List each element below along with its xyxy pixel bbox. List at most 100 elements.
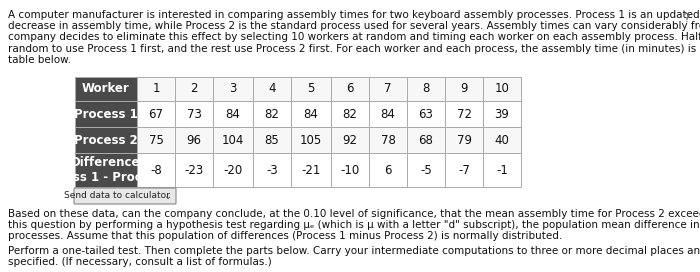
- Text: ⌄: ⌄: [164, 191, 172, 201]
- Text: 7: 7: [384, 82, 392, 95]
- Bar: [483, 77, 521, 101]
- Text: 105: 105: [300, 134, 322, 147]
- Bar: [291, 101, 331, 127]
- Bar: [175, 77, 213, 101]
- Bar: [137, 127, 175, 153]
- Text: specified. (If necessary, consult a list of formulas.): specified. (If necessary, consult a list…: [8, 257, 272, 267]
- Bar: [253, 101, 291, 127]
- FancyBboxPatch shape: [74, 188, 176, 204]
- Bar: [483, 127, 521, 153]
- Bar: [331, 101, 369, 127]
- Bar: [213, 127, 253, 153]
- Text: Worker: Worker: [82, 82, 130, 95]
- Bar: [369, 153, 407, 187]
- Text: 9: 9: [461, 82, 468, 95]
- Text: 85: 85: [265, 134, 279, 147]
- Text: processes. Assume that this population of differences (Process 1 minus Process 2: processes. Assume that this population o…: [8, 231, 562, 242]
- Text: ?: ?: [683, 12, 690, 25]
- Bar: [331, 153, 369, 187]
- Text: Based on these data, can the company conclude, at the 0.10 level of significance: Based on these data, can the company con…: [8, 209, 700, 219]
- Bar: [253, 153, 291, 187]
- Text: table below.: table below.: [8, 55, 71, 65]
- Text: -8: -8: [150, 163, 162, 177]
- Bar: [369, 127, 407, 153]
- Text: -5: -5: [420, 163, 432, 177]
- Text: 8: 8: [422, 82, 430, 95]
- Text: 1: 1: [153, 82, 160, 95]
- Bar: [291, 153, 331, 187]
- Text: A computer manufacturer is interested in comparing assembly times for two keyboa: A computer manufacturer is interested in…: [8, 10, 700, 20]
- Text: 82: 82: [265, 107, 279, 120]
- Text: Process 2: Process 2: [74, 134, 138, 147]
- Text: 92: 92: [342, 134, 358, 147]
- Text: 6: 6: [384, 163, 392, 177]
- Text: 6: 6: [346, 82, 354, 95]
- Bar: [369, 77, 407, 101]
- Text: this question by performing a hypothesis test regarding μₑ (which is μ with a le: this question by performing a hypothesis…: [8, 220, 700, 230]
- Bar: [483, 153, 521, 187]
- Bar: [137, 101, 175, 127]
- Text: 63: 63: [419, 107, 433, 120]
- Bar: [253, 77, 291, 101]
- Text: -10: -10: [340, 163, 360, 177]
- Text: 75: 75: [148, 134, 163, 147]
- Text: -7: -7: [458, 163, 470, 177]
- Text: Perform a one-tailed test. Then complete the parts below. Carry your intermediat: Perform a one-tailed test. Then complete…: [8, 246, 700, 256]
- Text: 84: 84: [304, 107, 318, 120]
- Bar: [75, 153, 137, 187]
- Bar: [445, 77, 483, 101]
- Text: 104: 104: [222, 134, 244, 147]
- Text: Process 1: Process 1: [74, 107, 138, 120]
- Text: 84: 84: [381, 107, 395, 120]
- Text: 5: 5: [307, 82, 315, 95]
- Bar: [291, 77, 331, 101]
- Bar: [445, 101, 483, 127]
- Text: 73: 73: [187, 107, 202, 120]
- Bar: [137, 153, 175, 187]
- Text: 84: 84: [225, 107, 240, 120]
- Text: 96: 96: [186, 134, 202, 147]
- Bar: [445, 153, 483, 187]
- Bar: [407, 127, 445, 153]
- Bar: [75, 127, 137, 153]
- Text: 78: 78: [381, 134, 395, 147]
- Bar: [137, 77, 175, 101]
- Text: 39: 39: [495, 107, 510, 120]
- Bar: [213, 77, 253, 101]
- Bar: [75, 101, 137, 127]
- Text: random to use Process 1 first, and the rest use Process 2 first. For each worker: random to use Process 1 first, and the r…: [8, 44, 700, 54]
- Text: 3: 3: [230, 82, 237, 95]
- Bar: [75, 77, 137, 101]
- Bar: [369, 101, 407, 127]
- Bar: [175, 127, 213, 153]
- Text: -3: -3: [266, 163, 278, 177]
- Bar: [253, 127, 291, 153]
- Text: 72: 72: [456, 107, 472, 120]
- Bar: [483, 101, 521, 127]
- Text: Send data to calculator: Send data to calculator: [64, 191, 170, 200]
- Text: 40: 40: [495, 134, 510, 147]
- Bar: [445, 127, 483, 153]
- Text: Difference
(Process 1 - Process 2): Difference (Process 1 - Process 2): [30, 156, 182, 184]
- Text: -23: -23: [184, 163, 204, 177]
- Text: -21: -21: [301, 163, 321, 177]
- Text: 10: 10: [495, 82, 510, 95]
- Text: 82: 82: [342, 107, 358, 120]
- Text: 2: 2: [190, 82, 197, 95]
- Bar: [407, 77, 445, 101]
- Text: 68: 68: [419, 134, 433, 147]
- Text: 79: 79: [456, 134, 472, 147]
- Bar: [213, 153, 253, 187]
- Text: -20: -20: [223, 163, 243, 177]
- Bar: [175, 101, 213, 127]
- Bar: [407, 101, 445, 127]
- Bar: [291, 127, 331, 153]
- Bar: [407, 153, 445, 187]
- Bar: [331, 77, 369, 101]
- Text: -1: -1: [496, 163, 508, 177]
- Bar: [213, 101, 253, 127]
- Bar: [331, 127, 369, 153]
- Text: 67: 67: [148, 107, 164, 120]
- Bar: [175, 153, 213, 187]
- Text: decrease in assembly time, while Process 2 is the standard process used for seve: decrease in assembly time, while Process…: [8, 21, 700, 31]
